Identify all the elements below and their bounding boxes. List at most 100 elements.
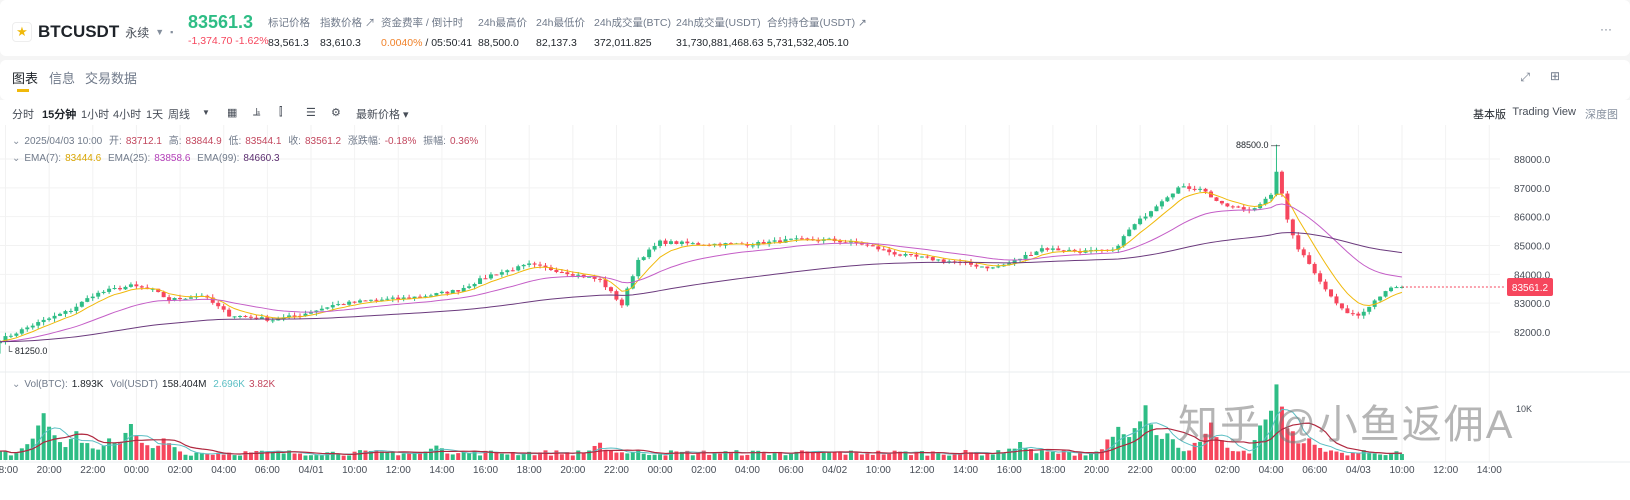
fullscreen-icon[interactable]: ⤢	[1520, 70, 1530, 84]
volume-bar	[647, 455, 652, 460]
high-label: 高:	[168, 136, 182, 147]
time-label: 14:00	[953, 465, 978, 476]
candle-body	[543, 265, 548, 268]
view-depth[interactable]: 深度图	[1585, 109, 1618, 121]
candle-body	[221, 306, 226, 310]
candle-body	[390, 297, 395, 299]
volume-bar	[1067, 451, 1072, 460]
volume-bar	[778, 451, 783, 460]
volume-legend: ⌄ Vol(BTC): 1.893K Vol(USDT) 158.404M 2.696…	[12, 379, 276, 390]
high-marker: 88500.0 —	[1236, 140, 1280, 150]
candle-body	[1345, 308, 1350, 314]
indicator-icon[interactable]: ⫡	[253, 106, 261, 118]
layout-icon[interactable]: ⊞	[1549, 69, 1560, 83]
candle-body	[941, 259, 946, 262]
candle-body	[1274, 171, 1279, 195]
candle-body	[325, 307, 330, 309]
candle-body	[123, 286, 128, 290]
candle-body	[319, 308, 324, 311]
volume-bar	[510, 452, 515, 460]
candle-body	[750, 245, 755, 247]
candle-body	[1329, 289, 1334, 297]
interval-1h[interactable]: 1小时	[81, 109, 110, 121]
volume-bar	[107, 438, 112, 460]
interval-4h[interactable]: 4小时	[113, 109, 142, 121]
stat-label: 标记价格	[268, 17, 310, 29]
info-icon[interactable]: ▪	[170, 27, 174, 37]
candle-body	[996, 266, 1001, 268]
candle-type-icon[interactable]: ⫿	[279, 106, 283, 118]
candle-body	[276, 319, 281, 321]
volume-bar	[1301, 443, 1306, 460]
volume-bar	[199, 452, 204, 460]
candle-body	[216, 302, 221, 307]
candle-body	[74, 306, 79, 311]
interval-time[interactable]: 分时	[12, 109, 34, 121]
tab-info[interactable]: 信息	[49, 71, 76, 86]
candle-body	[652, 246, 657, 250]
candle-body	[788, 238, 793, 240]
candle-body	[930, 257, 935, 261]
stat-label: 24h成交量(BTC)	[594, 17, 672, 29]
volume-bar	[816, 451, 821, 460]
volume-bar	[505, 454, 510, 460]
volume-bar	[1274, 384, 1279, 460]
symbol-selector[interactable]: ★ BTCUSDT 永续 ▼ ▪	[12, 22, 173, 42]
drawing-icon[interactable]: ☰	[306, 107, 316, 119]
time-label: 04:00	[1259, 465, 1284, 476]
candle-body	[679, 241, 684, 244]
candle-body	[478, 278, 483, 284]
candle-body	[287, 315, 292, 318]
volume-bar	[36, 425, 41, 460]
candle-body	[990, 267, 995, 269]
price-axis-label: 83000.0	[1514, 299, 1551, 310]
interval-dropdown-icon[interactable]: ▼	[202, 108, 210, 117]
favorite-star-icon[interactable]: ★	[12, 22, 32, 42]
more-icon[interactable]: ···	[1600, 22, 1612, 36]
ema99-label: EMA(99):	[197, 153, 240, 164]
volume-bar	[870, 454, 875, 460]
tab-chart[interactable]: 图表	[12, 71, 39, 86]
candle-body	[139, 286, 144, 288]
vol-ma2-value: 3.82K	[248, 379, 276, 390]
volume-bar	[930, 451, 935, 460]
tab-bar: 图表 信息 交易数据 ⤢ ⊞	[0, 60, 1630, 100]
volume-bar	[630, 452, 635, 460]
stat-3: 24h最高价 88,500.0	[478, 15, 527, 49]
candle-body	[1290, 219, 1295, 236]
volume-bar	[1225, 447, 1230, 460]
tab-trading-data[interactable]: 交易数据	[85, 71, 138, 86]
volume-bar	[1296, 443, 1301, 460]
volume-bar	[216, 452, 221, 460]
interval-1d[interactable]: 1天	[146, 109, 164, 121]
volume-bar	[1198, 441, 1203, 460]
volume-bar	[658, 454, 663, 460]
interval-1w[interactable]: 周线	[168, 109, 190, 121]
time-label: 04/02	[822, 465, 847, 476]
candle-body	[598, 278, 603, 280]
volume-bar	[827, 451, 832, 460]
volume-bar	[1181, 451, 1186, 460]
calendar-icon[interactable]: ▦	[227, 107, 238, 119]
candle-body	[1389, 287, 1394, 292]
volume-bar	[390, 452, 395, 460]
volume-bar	[881, 454, 886, 460]
candle-body	[188, 297, 193, 299]
price-type-select[interactable]: 最新价格 ▾	[356, 109, 409, 121]
candle-body	[576, 274, 581, 276]
volume-bar	[1187, 450, 1192, 460]
view-tradingview[interactable]: Trading View	[1512, 106, 1576, 118]
chevron-down-icon[interactable]: ▼	[155, 27, 165, 37]
candle-body	[794, 238, 799, 240]
volume-bar	[1241, 450, 1246, 460]
volume-bar	[914, 451, 919, 460]
interval-15m[interactable]: 15分钟	[42, 109, 77, 121]
settings-gear-icon[interactable]: ⚙	[331, 107, 341, 119]
time-label: 10:00	[342, 465, 367, 476]
candle-body	[52, 315, 57, 319]
candle-body	[1165, 197, 1170, 202]
view-basic[interactable]: 基本版	[1473, 109, 1506, 121]
candle-body	[396, 297, 401, 300]
ema-legend: ⌄ EMA(7): 83444.6 EMA(25): 83858.6 EMA(99):…	[12, 153, 280, 164]
